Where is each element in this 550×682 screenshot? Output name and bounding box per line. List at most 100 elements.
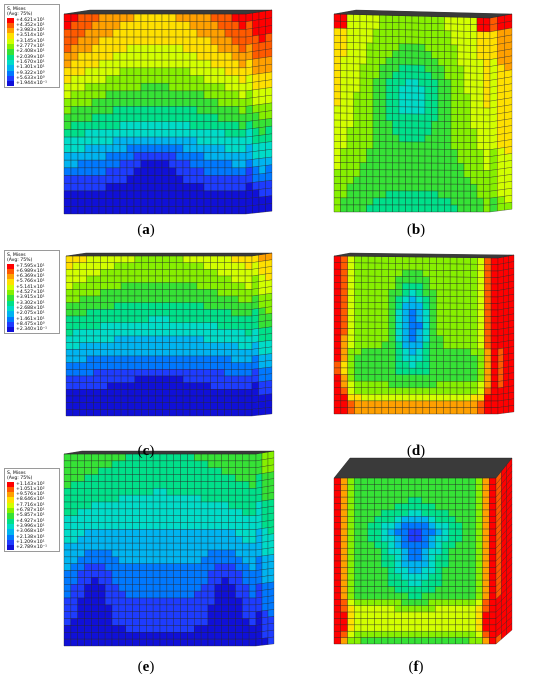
mesh-element — [444, 128, 452, 136]
mesh-element — [431, 107, 439, 115]
mesh-element — [401, 509, 409, 517]
mesh-element — [387, 541, 395, 549]
mesh-element — [141, 389, 149, 397]
mesh-element — [267, 519, 275, 528]
mesh-element — [388, 282, 396, 290]
mesh-element — [333, 295, 342, 303]
mesh-element — [462, 637, 470, 645]
mesh-element — [395, 374, 403, 382]
mesh-element — [154, 90, 163, 99]
mesh-element — [261, 479, 269, 488]
mesh-element — [133, 21, 142, 30]
mesh-element — [111, 494, 120, 503]
mesh-element — [361, 275, 369, 283]
mesh-element — [189, 309, 198, 317]
mesh-element — [77, 175, 86, 184]
mesh-element — [70, 529, 78, 537]
mesh-element — [114, 322, 122, 330]
mesh-element — [437, 86, 445, 94]
mesh-element — [504, 174, 513, 183]
mesh-element — [210, 295, 218, 303]
mesh-element — [244, 369, 253, 377]
mesh-element — [70, 501, 78, 510]
mesh-element — [77, 183, 86, 192]
mesh-element — [221, 625, 229, 633]
mesh-element — [450, 44, 458, 53]
mesh-element — [252, 96, 260, 106]
mesh-element — [463, 31, 471, 39]
mesh-element — [166, 577, 174, 585]
mesh-element — [176, 389, 184, 397]
mesh-element — [508, 405, 515, 413]
legend-entry: +9.576×10¹ — [7, 492, 57, 498]
mesh-element — [238, 375, 246, 383]
mesh-element — [265, 172, 273, 182]
mesh-element — [449, 387, 458, 395]
mesh-element — [235, 597, 243, 606]
mesh-element — [411, 15, 419, 24]
mesh-element — [267, 581, 275, 590]
mesh-element — [200, 563, 209, 571]
mesh-element — [100, 315, 108, 323]
mesh-element — [98, 590, 106, 599]
mesh-element — [333, 374, 342, 382]
mesh-element — [435, 496, 443, 504]
mesh-element — [72, 409, 80, 417]
mesh-element — [139, 563, 147, 571]
mesh-element — [228, 453, 236, 462]
mesh-element — [367, 496, 375, 504]
mesh-element — [443, 374, 451, 382]
mesh-element — [405, 78, 413, 87]
mesh-element — [148, 295, 156, 303]
mesh-element — [333, 105, 341, 114]
mesh-element — [415, 263, 424, 271]
mesh-element — [210, 129, 219, 138]
mesh-element — [175, 44, 184, 53]
mesh-element — [107, 282, 115, 290]
mesh-element — [146, 638, 154, 647]
mesh-element — [235, 563, 243, 571]
mesh-element — [105, 59, 114, 69]
mesh-element — [65, 295, 74, 303]
mesh-element — [470, 163, 478, 171]
mesh-element — [244, 389, 253, 397]
mesh-element — [169, 315, 177, 323]
mesh-element — [333, 490, 341, 498]
mesh-element — [77, 144, 86, 153]
mesh-element — [333, 535, 341, 543]
mesh-element — [333, 503, 341, 511]
mesh-element — [84, 570, 92, 578]
mesh-element — [118, 522, 126, 530]
mesh-element — [114, 409, 122, 417]
mesh-element — [354, 503, 362, 511]
mesh-element — [200, 494, 209, 503]
mesh-element — [482, 528, 490, 536]
mesh-element — [475, 624, 483, 632]
mesh-element — [147, 206, 156, 215]
mesh-element — [65, 409, 74, 417]
mesh-element — [228, 604, 236, 612]
mesh-element — [265, 393, 273, 402]
mesh-element — [168, 175, 177, 184]
mesh-element — [248, 618, 257, 626]
mesh-element — [194, 570, 202, 578]
mesh-element — [98, 13, 107, 22]
mesh-element — [217, 342, 225, 350]
mesh-element — [353, 56, 361, 65]
mesh-element — [231, 206, 240, 215]
mesh-element — [408, 354, 417, 362]
mesh-element — [444, 79, 452, 87]
mesh-element — [210, 382, 218, 390]
mesh-element — [347, 367, 355, 375]
mesh-element — [203, 302, 211, 310]
mesh-element — [84, 611, 92, 619]
mesh-element — [340, 63, 348, 71]
mesh-element — [340, 91, 348, 100]
mesh-element — [255, 548, 263, 558]
mesh-element — [63, 75, 72, 84]
mesh-element — [392, 127, 400, 136]
mesh-element — [221, 522, 229, 530]
mesh-element — [228, 467, 236, 475]
mesh-element — [457, 163, 465, 171]
mesh-element — [265, 373, 273, 382]
